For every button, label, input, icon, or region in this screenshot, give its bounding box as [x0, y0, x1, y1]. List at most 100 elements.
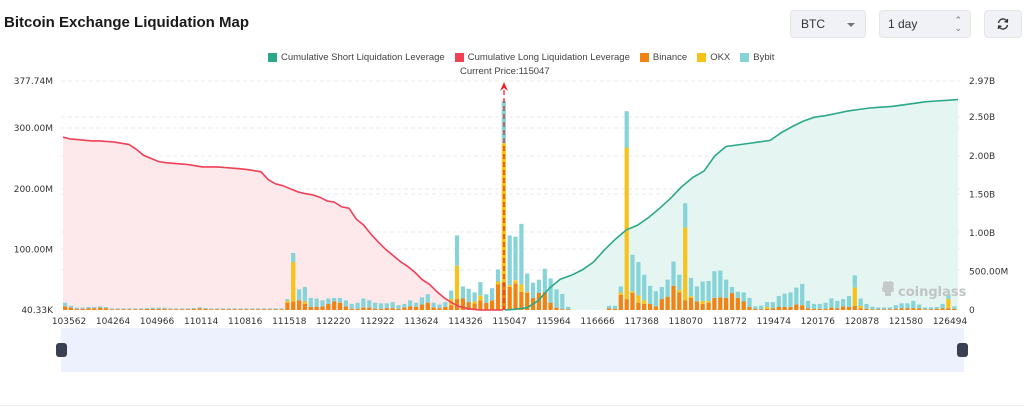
bar-binance [63, 306, 68, 310]
bar-bybit [63, 302, 68, 307]
bar-bybit [419, 297, 424, 305]
y-axis-left: 377.74M 300.00M 200.00M 100.00M 40.33K [14, 77, 54, 316]
bar-bybit [653, 291, 658, 307]
bar-bybit [811, 303, 816, 309]
bar-binance [168, 309, 173, 310]
bar-bybit [542, 268, 547, 292]
bar-bybit [694, 286, 699, 302]
bar-bybit [390, 302, 395, 309]
bar-binance [560, 309, 565, 310]
bar-bybit [180, 308, 185, 310]
legend-item-short[interactable]: Cumulative Short Liquidation Leverage [268, 52, 445, 63]
bar-binance [905, 308, 910, 310]
bar-bybit [922, 307, 928, 310]
bar-bybit [887, 307, 892, 310]
bar-binance [700, 303, 705, 310]
bar-binance [665, 296, 670, 310]
bar-binance [495, 284, 501, 310]
bar-binance [800, 305, 805, 310]
slider-right-handle[interactable] [957, 343, 968, 357]
bar-bybit [156, 307, 161, 309]
bar-binance [952, 308, 957, 310]
bar-binance [302, 303, 307, 310]
bar-okx [624, 147, 629, 300]
bar-bybit [349, 303, 354, 309]
bar-bybit [823, 302, 828, 309]
legend-item-okx[interactable]: OKX [697, 52, 730, 63]
bar-binance [788, 307, 793, 310]
refresh-button[interactable] [984, 10, 1022, 38]
bar-bybit [659, 287, 664, 300]
slider-left-handle[interactable] [56, 343, 67, 357]
bar-binance [612, 308, 618, 310]
bar-okx [302, 301, 307, 304]
bar-binance [127, 309, 132, 310]
legend-label: Cumulative Long Liquidation Leverage [467, 52, 630, 63]
legend-label: Cumulative Short Liquidation Leverage [281, 52, 445, 63]
bar-binance [279, 309, 284, 310]
bar-okx [700, 300, 705, 304]
bar-binance [109, 309, 114, 310]
bar-binance [776, 307, 781, 310]
x-tick-label: 117368 [624, 317, 659, 327]
chart-legend: Cumulative Short Liquidation Leverage Cu… [268, 52, 774, 63]
current-price-marker [500, 82, 508, 310]
bar-bybit [905, 303, 910, 309]
bar-binance [677, 292, 682, 310]
long-cumulative-area [63, 137, 503, 310]
x-tick-label: 120878 [845, 317, 880, 327]
bar-binance [490, 300, 495, 310]
y-right-tick-label: 2.50B [969, 113, 995, 123]
bar-okx [507, 285, 512, 287]
legend-item-bybit[interactable]: Bybit [740, 52, 774, 63]
bar-bybit [261, 308, 267, 310]
y-right-tick-label: 500.00M [969, 267, 1008, 277]
page-title: Bitcoin Exchange Liquidation Map [4, 14, 250, 31]
bar-bybit [841, 299, 846, 307]
bar-binance [215, 309, 220, 310]
bar-binance [934, 308, 939, 310]
y-right-tick-label: 2.00B [969, 152, 995, 162]
bar-bybit [449, 290, 454, 300]
bar-bybit [80, 307, 85, 309]
bar-binance [817, 308, 822, 310]
bar-bybit [115, 308, 120, 310]
bar-binance [548, 302, 553, 310]
bar-binance [648, 303, 653, 310]
bar-binance [536, 293, 541, 310]
bar-bybit [776, 296, 781, 307]
legend-item-long[interactable]: Cumulative Long Liquidation Leverage [454, 52, 630, 63]
bar-bybit [683, 203, 688, 228]
bar-bybit [665, 279, 670, 297]
legend-item-binance[interactable]: Binance [639, 52, 687, 63]
bar-bybit [747, 297, 752, 307]
bar-binance [291, 301, 296, 310]
bar-binance [794, 304, 799, 310]
period-select[interactable]: 1 day ⌃ ⌄ [879, 10, 971, 38]
bar-binance [402, 307, 407, 310]
bar-binance [741, 301, 746, 310]
symbol-select[interactable]: BTC [790, 10, 866, 38]
bar-bybit [332, 297, 337, 302]
bar-bybit [414, 302, 419, 307]
bar-bybit [934, 307, 939, 309]
up-down-chevron-icon: ⌃ ⌄ [954, 15, 962, 33]
bar-bybit [361, 298, 366, 308]
bar-bybit [560, 294, 565, 310]
y-left-tick-label: 377.74M [14, 77, 53, 87]
bar-bybit [226, 308, 231, 310]
bar-bybit [431, 302, 436, 308]
y-left-tick-label: 100.00M [14, 245, 53, 255]
bar-bybit [782, 293, 787, 307]
bar-bybit [285, 299, 290, 301]
bar-binance [694, 301, 699, 310]
bar-bybit [882, 307, 887, 310]
bar-binance [232, 309, 237, 310]
bar-binance [139, 309, 144, 310]
bar-okx [858, 305, 863, 309]
bar-bybit [460, 286, 465, 299]
bar-binance [349, 308, 354, 310]
bar-bybit [507, 235, 512, 286]
range-slider[interactable] [61, 328, 964, 372]
bar-binance [367, 307, 372, 310]
